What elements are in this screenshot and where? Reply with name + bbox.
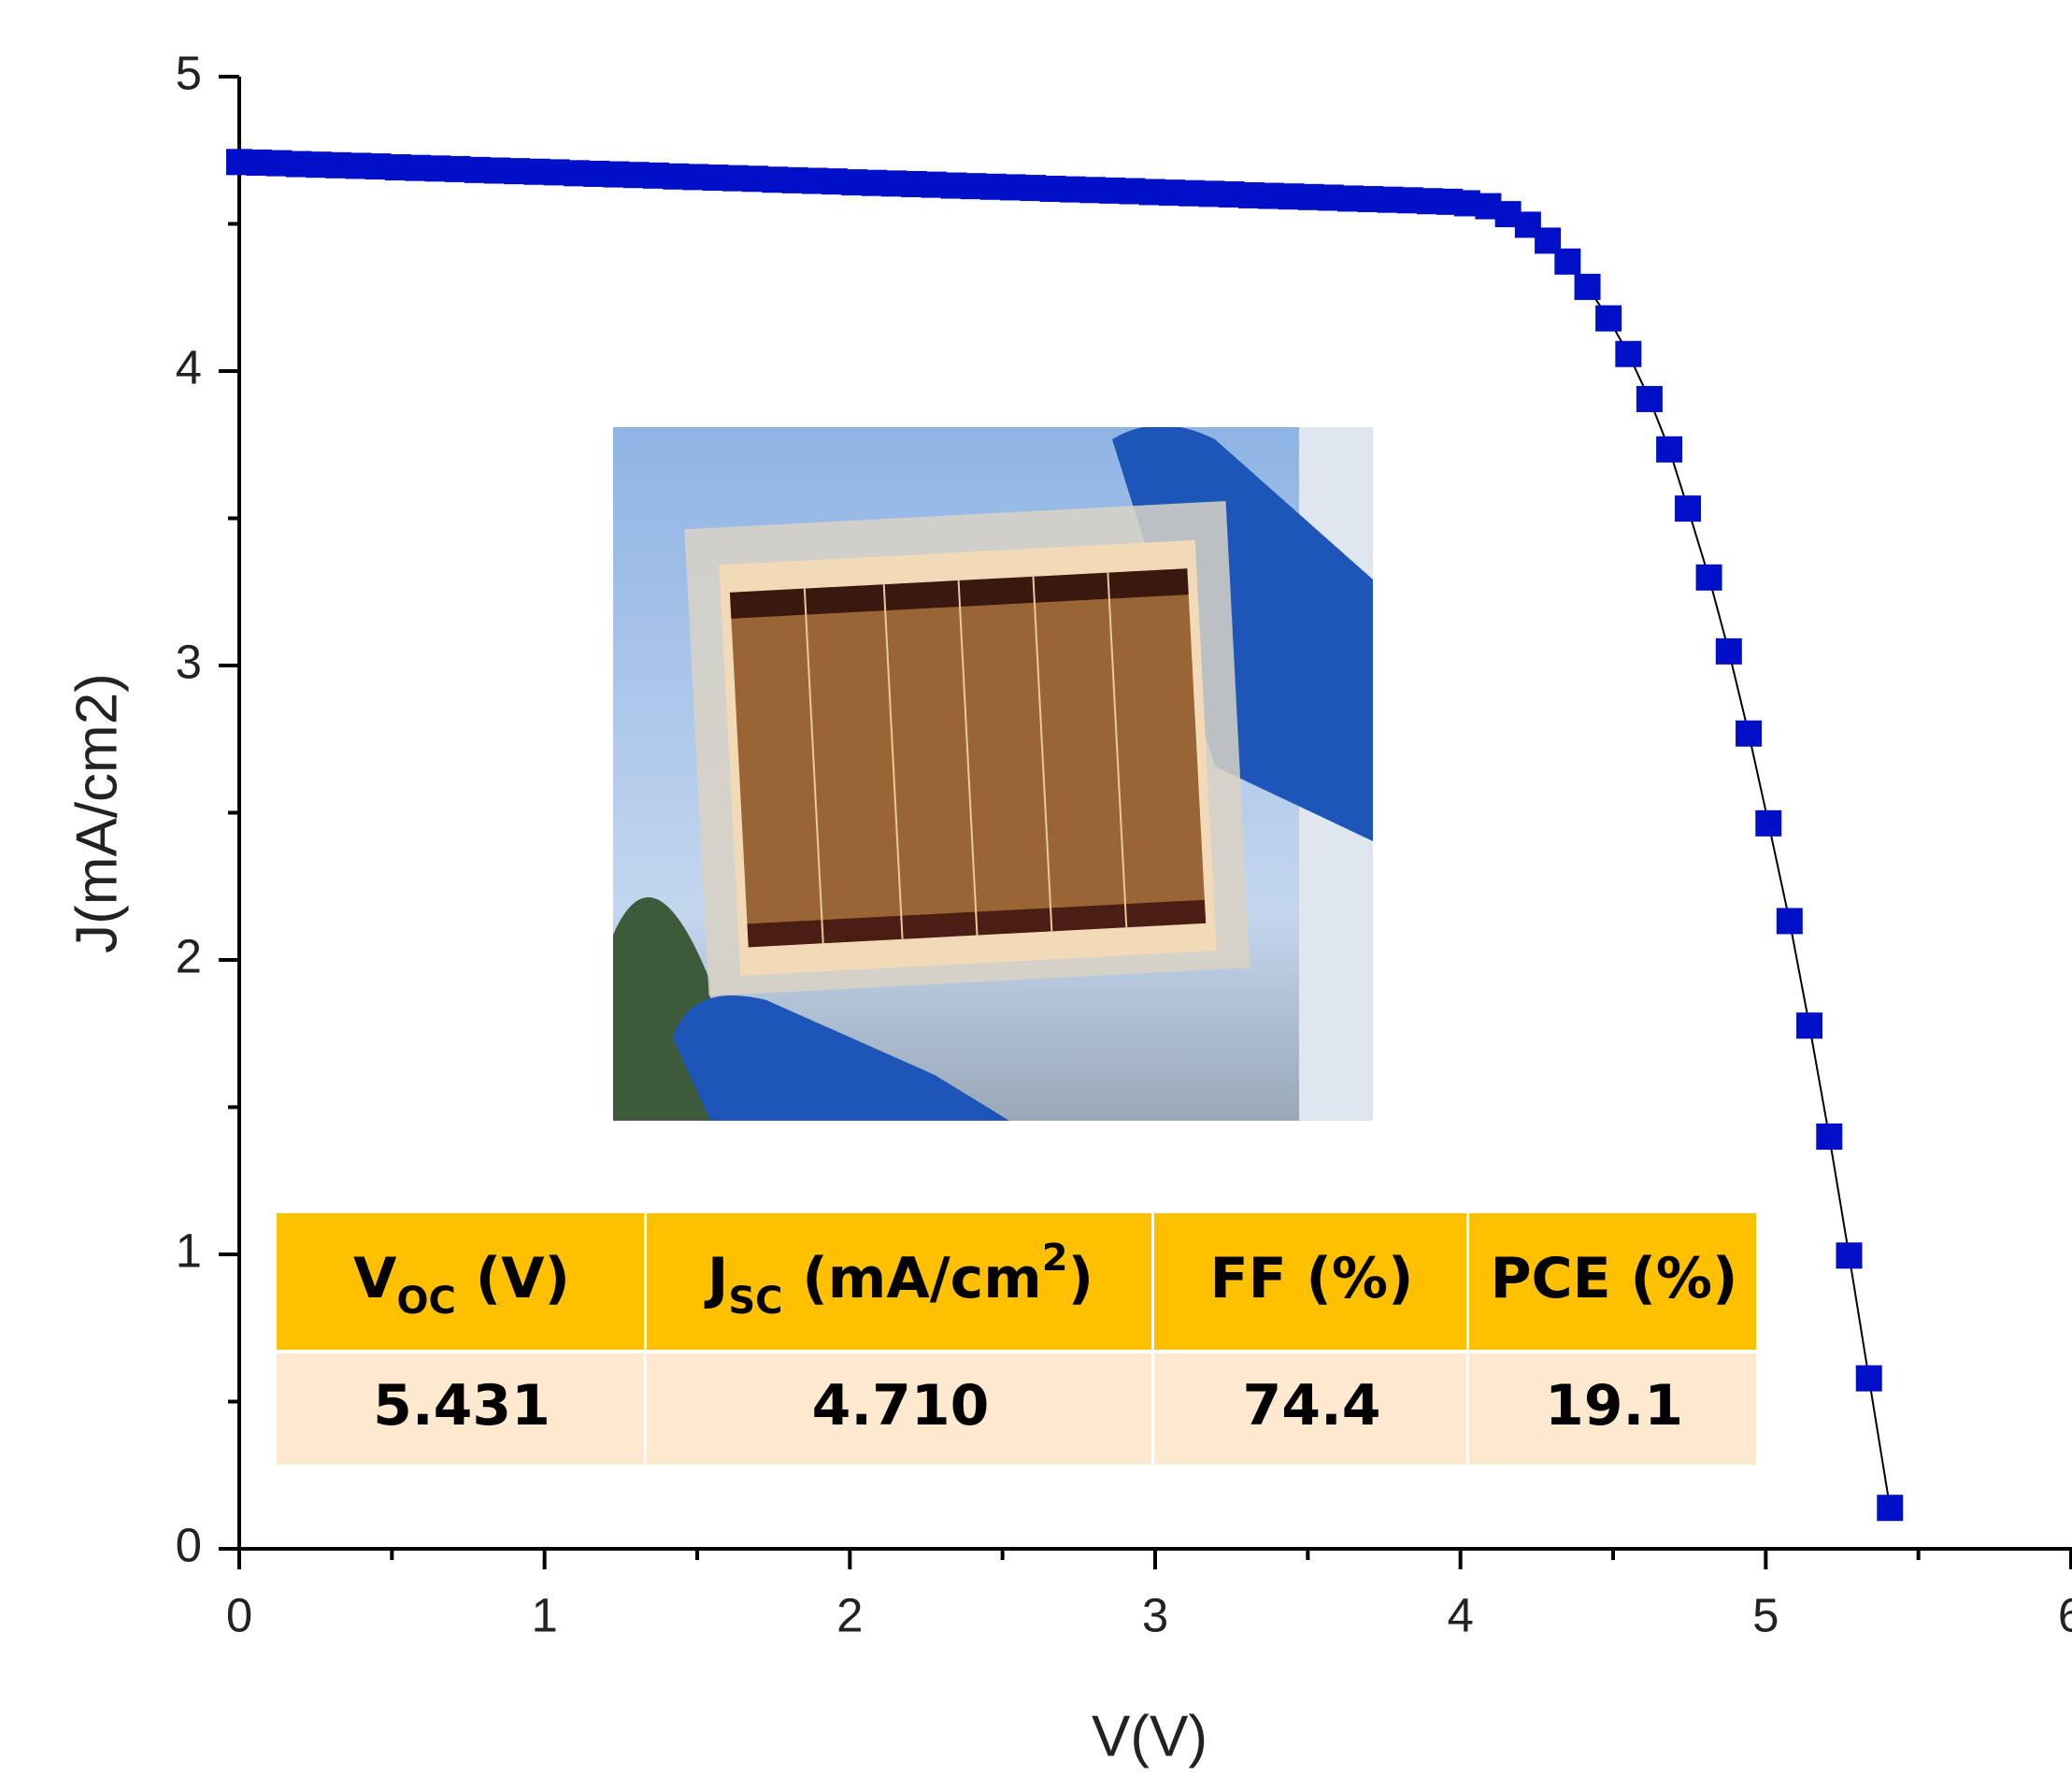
y-tick-label: 5 (176, 46, 202, 99)
results-table: VOC (V) JSC (mA/cm2) FF (%) PCE (%) 5.431 4.7… (277, 1213, 1756, 1465)
header-text-part: SC (728, 1280, 782, 1323)
body-cell (277, 1353, 644, 1465)
x-tick-label: 5 (1752, 1588, 1779, 1641)
header-text: JSC (mA/cm2) (704, 1237, 1093, 1323)
body-cell (1154, 1353, 1466, 1465)
data-point (1636, 385, 1663, 412)
data-point (1836, 1242, 1863, 1269)
body-text: 19.1 (1545, 1373, 1683, 1439)
data-point (1776, 908, 1803, 935)
body-cell (1469, 1353, 1756, 1465)
x-tick-label: 1 (531, 1588, 557, 1641)
device-photo (613, 427, 1373, 1121)
header-text: FF (%) (1210, 1246, 1414, 1311)
y-axis-title: J(mA/cm2) (64, 673, 129, 953)
header-cell (277, 1213, 644, 1350)
y-tick-label: 4 (176, 340, 202, 394)
data-point (1574, 273, 1601, 300)
data-point (1695, 564, 1722, 591)
data-point (1796, 1012, 1823, 1039)
header-text-part: 2 (1042, 1237, 1068, 1280)
header-text: PCE (%) (1491, 1246, 1738, 1311)
y-tick-label: 3 (176, 635, 202, 688)
y-tick-label: 2 (176, 929, 202, 982)
header-text-part: PCE (%) (1491, 1246, 1738, 1311)
data-point (1554, 248, 1581, 275)
x-tick-label: 2 (836, 1588, 863, 1641)
x-tick-label: 0 (226, 1588, 252, 1641)
body-text: 74.4 (1242, 1373, 1380, 1439)
x-tick-label: 3 (1142, 1588, 1168, 1641)
header-text-part: FF (%) (1210, 1246, 1414, 1311)
data-point (1855, 1365, 1882, 1392)
header-text-part: ) (1068, 1246, 1093, 1311)
x-tick-label: 6 (2058, 1588, 2072, 1641)
data-point (1715, 637, 1742, 665)
x-axis-title: V(V) (1092, 1704, 1207, 1768)
header-cell (647, 1213, 1151, 1350)
body-cell (647, 1353, 1151, 1465)
data-point (1736, 720, 1763, 747)
header-text-part: OC (396, 1280, 455, 1323)
body-text: 5.431 (373, 1373, 550, 1439)
data-point (1675, 495, 1702, 522)
data-point (1877, 1495, 1904, 1522)
x-tick-label: 4 (1447, 1588, 1473, 1641)
data-point (1755, 809, 1782, 837)
data-point (1595, 305, 1622, 332)
data-point (1816, 1124, 1843, 1150)
header-text: VOC (V) (353, 1246, 570, 1323)
data-point (1615, 340, 1642, 367)
header-text-part: (V) (456, 1246, 570, 1311)
body-text: 4.710 (812, 1373, 990, 1439)
data-point (1656, 436, 1683, 463)
header-cell (1469, 1213, 1756, 1350)
header-text-part: J (704, 1246, 728, 1311)
y-tick-label: 1 (176, 1224, 202, 1277)
header-text-part: (mA/cm (782, 1246, 1041, 1311)
header-cell (1154, 1213, 1466, 1350)
y-tick-label: 0 (176, 1518, 202, 1571)
header-text-part: V (353, 1246, 397, 1311)
